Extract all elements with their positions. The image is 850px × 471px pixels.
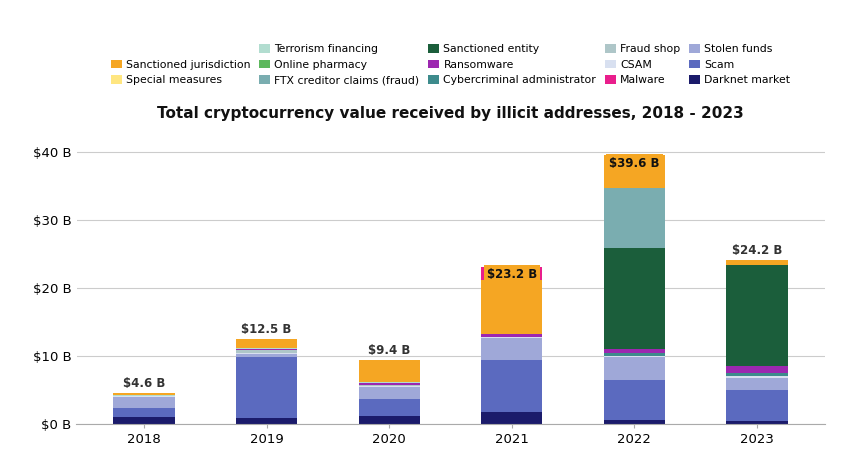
Bar xyxy=(236,349,298,353)
Bar xyxy=(727,265,788,366)
Bar xyxy=(359,383,420,385)
Bar xyxy=(604,420,665,424)
Bar xyxy=(236,357,298,418)
Bar xyxy=(727,366,788,373)
Bar xyxy=(481,360,542,412)
Bar xyxy=(236,354,298,357)
Bar xyxy=(727,421,788,424)
Legend: , Sanctioned jurisdiction, Special measures, Terrorism financing, Online pharmac: , Sanctioned jurisdiction, Special measu… xyxy=(111,44,790,85)
Bar xyxy=(481,333,542,337)
Text: $12.5 B: $12.5 B xyxy=(241,323,292,336)
Bar xyxy=(113,398,174,407)
Bar xyxy=(727,376,788,378)
Bar xyxy=(481,338,542,360)
Bar xyxy=(113,395,174,397)
Bar xyxy=(359,385,420,386)
Bar xyxy=(604,380,665,420)
Bar xyxy=(113,407,174,417)
Bar xyxy=(604,356,665,357)
Bar xyxy=(604,353,665,356)
Text: $9.4 B: $9.4 B xyxy=(368,344,411,357)
Bar xyxy=(604,349,665,353)
Text: $23.2 B: $23.2 B xyxy=(487,268,537,281)
Bar xyxy=(359,399,420,416)
Text: $39.6 B: $39.6 B xyxy=(609,157,660,170)
Bar xyxy=(481,267,542,280)
Bar xyxy=(481,337,542,338)
Title: Total cryptocurrency value received by illicit addresses, 2018 - 2023: Total cryptocurrency value received by i… xyxy=(157,106,744,121)
Bar xyxy=(236,418,298,424)
Bar xyxy=(604,187,665,248)
Bar xyxy=(604,357,665,380)
Text: $4.6 B: $4.6 B xyxy=(122,377,165,390)
Bar xyxy=(727,373,788,376)
Bar xyxy=(236,339,298,348)
Bar xyxy=(727,260,788,265)
Bar xyxy=(113,397,174,398)
Bar xyxy=(359,416,420,424)
Bar xyxy=(113,393,174,395)
Text: $24.2 B: $24.2 B xyxy=(732,244,782,257)
Bar xyxy=(359,386,420,387)
Bar xyxy=(727,378,788,390)
Bar xyxy=(481,280,542,333)
Bar xyxy=(604,155,665,187)
Bar xyxy=(113,417,174,424)
Bar xyxy=(481,412,542,424)
Bar xyxy=(236,348,298,349)
Bar xyxy=(236,353,298,354)
Bar xyxy=(604,248,665,349)
Bar xyxy=(359,387,420,399)
Bar xyxy=(359,360,420,382)
Bar xyxy=(727,390,788,421)
